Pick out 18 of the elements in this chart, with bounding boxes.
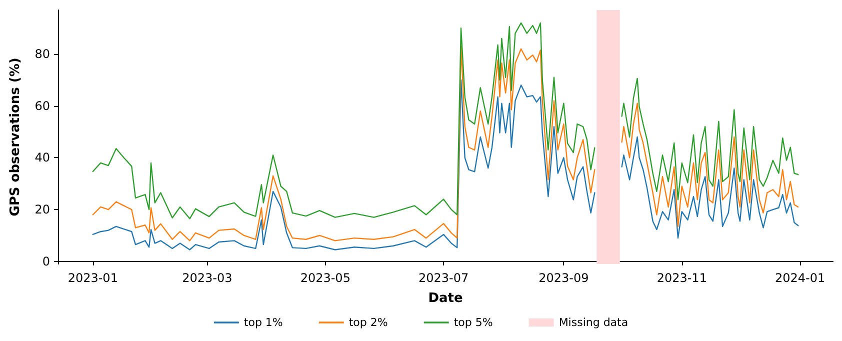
x-tick-label: 2023-03 <box>182 271 232 285</box>
x-tick-label: 2023-09 <box>538 271 589 285</box>
legend-label: top 2% <box>348 316 388 329</box>
legend-label: top 1% <box>244 316 283 329</box>
x-tick-label: 2024-01 <box>774 271 826 285</box>
x-tick-label: 2023-05 <box>300 271 350 285</box>
y-tick-label: 40 <box>34 150 50 165</box>
y-tick-label: 80 <box>34 47 50 62</box>
x-tick-label: 2023-07 <box>418 271 469 285</box>
x-axis-title: Date <box>428 291 463 306</box>
legend-label: Missing data <box>558 316 628 329</box>
y-axis-title: GPS observations (%) <box>8 58 23 216</box>
y-tick-label: 0 <box>42 254 50 268</box>
y-tick-label: 20 <box>34 202 50 217</box>
x-tick-label: 2023-11 <box>656 271 707 285</box>
x-tick-label: 2023-01 <box>68 271 118 285</box>
legend-label: top 5% <box>454 316 493 329</box>
y-tick-label: 60 <box>34 98 50 113</box>
